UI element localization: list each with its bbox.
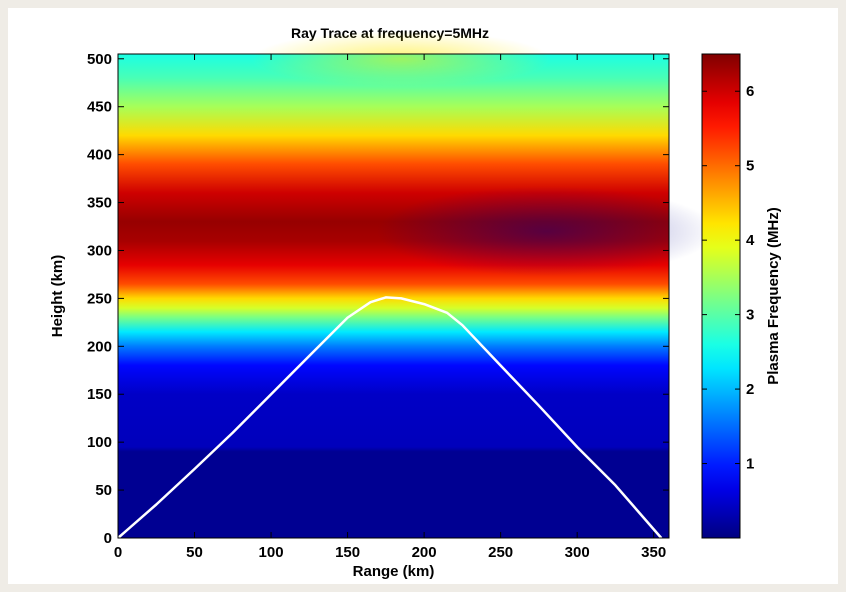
x-tick-label: 0 — [114, 544, 122, 561]
y-axis: 0 50 100 150 200 250 300 350 400 450 500 — [87, 51, 669, 547]
y-axis-label: Height (km) — [49, 255, 66, 338]
colorbar-label: Plasma Frequency (MHz) — [765, 207, 782, 385]
upper-low-density-region — [251, 30, 552, 87]
x-tick-label: 350 — [641, 544, 666, 561]
x-axis-label: Range (km) — [353, 563, 435, 580]
y-tick-label: 50 — [95, 482, 112, 499]
colorbar-tick-label: 4 — [746, 232, 755, 249]
y-tick-label: 450 — [87, 99, 112, 116]
colorbar-tick-label: 6 — [746, 83, 754, 100]
density-peak-region — [376, 186, 717, 277]
x-tick-label: 100 — [259, 544, 284, 561]
x-tick-label: 250 — [488, 544, 513, 561]
y-tick-label: 150 — [87, 386, 112, 403]
y-tick-label: 350 — [87, 195, 112, 212]
y-tick-label: 400 — [87, 147, 112, 164]
colorbar-tick-label: 3 — [746, 307, 754, 324]
heatmap-variation — [251, 30, 717, 277]
x-tick-label: 50 — [186, 544, 203, 561]
x-tick-label: 200 — [412, 544, 437, 561]
colorbar-axis: 1 2 3 4 5 6 — [702, 83, 755, 473]
ray-path-line — [117, 296, 663, 539]
colorbar-tick-label: 2 — [746, 381, 754, 398]
x-tick-label: 300 — [565, 544, 590, 561]
x-tick-label: 150 — [335, 544, 360, 561]
x-axis: 0 50 100 150 200 250 300 350 — [114, 54, 666, 561]
y-tick-label: 500 — [87, 51, 112, 68]
plot-frame — [117, 53, 670, 539]
plasma-frequency-heatmap — [118, 54, 669, 538]
y-tick-label: 300 — [87, 242, 112, 259]
y-tick-label: 0 — [104, 530, 112, 547]
ray-trace-chart: Ray Trace at frequency=5MHz 050100150200… — [49, 25, 782, 580]
colorbar-frame — [701, 53, 741, 539]
y-tick-label: 200 — [87, 338, 112, 355]
colorbar-tick-label: 1 — [746, 456, 754, 473]
figure: Ray Trace at frequency=5MHz 050100150200… — [8, 8, 838, 584]
y-tick-label: 100 — [87, 434, 112, 451]
colorbar — [702, 54, 740, 538]
y-tick-label: 250 — [87, 290, 112, 307]
colorbar-tick-label: 5 — [746, 158, 754, 175]
